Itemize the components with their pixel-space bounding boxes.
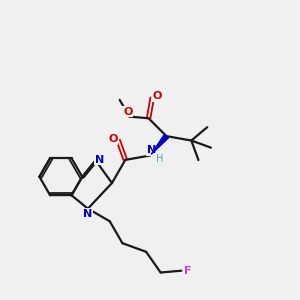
Text: O: O	[123, 106, 133, 116]
Text: O: O	[153, 91, 162, 101]
Text: F: F	[184, 266, 191, 276]
Polygon shape	[151, 134, 169, 154]
Text: O: O	[108, 134, 118, 144]
Text: H: H	[156, 154, 164, 164]
Text: N: N	[94, 155, 104, 165]
Text: N: N	[83, 209, 92, 219]
Text: N: N	[147, 145, 156, 155]
